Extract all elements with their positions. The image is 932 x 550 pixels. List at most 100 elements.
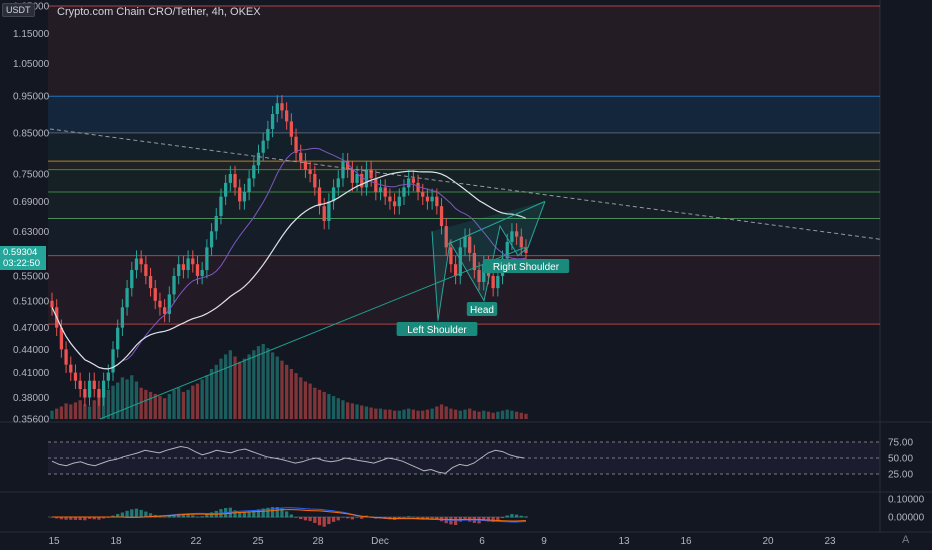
macd-bar [78, 517, 82, 521]
macd-bar [449, 517, 453, 525]
volume-bar [228, 350, 232, 419]
volume-bar [416, 410, 420, 419]
macd-bar [162, 516, 167, 518]
volume-group [50, 344, 528, 419]
time-tick-label: 16 [680, 536, 692, 547]
volume-bar [261, 344, 265, 419]
price-tick-label: 0.55000 [13, 271, 50, 282]
candle-body [69, 364, 73, 373]
macd-bar [280, 508, 284, 518]
macd-bar [83, 517, 87, 521]
candle-body [200, 270, 204, 276]
macd-bar [261, 508, 265, 518]
time-tick-label: Dec [371, 536, 389, 547]
candle-body [369, 169, 373, 179]
volume-bar [111, 385, 115, 419]
candle-body [449, 247, 453, 265]
volume-bar [449, 408, 453, 419]
macd-bar [270, 507, 275, 518]
volume-bar [172, 389, 176, 419]
volume-bar [346, 402, 350, 419]
volume-bar [486, 411, 491, 419]
candle-body [64, 349, 68, 365]
price-tick-label: 0.51000 [13, 296, 50, 307]
volume-bar [125, 379, 129, 419]
volume-bar [402, 409, 406, 419]
volume-bar [59, 406, 64, 419]
candle-body [177, 264, 181, 276]
candle-body [374, 178, 378, 192]
macd-bar [317, 517, 322, 526]
macd-bar [120, 512, 125, 518]
candle-body [275, 103, 279, 115]
macd-bar [322, 517, 326, 527]
macd-bar [275, 507, 279, 518]
volume-bar [477, 411, 481, 419]
macd-bar [247, 511, 251, 518]
volume-bar [97, 396, 101, 419]
volume-bar [55, 408, 59, 419]
candle-body [289, 121, 293, 137]
macd-bar [486, 517, 491, 522]
volume-bar [139, 387, 143, 419]
candle-body [327, 201, 331, 222]
volume-bar [233, 356, 237, 419]
macd-histogram [50, 507, 528, 527]
volume-bar [411, 409, 416, 419]
level-zone-0 [48, 6, 880, 97]
volume-bar [496, 411, 500, 419]
volume-bar [130, 375, 134, 419]
volume-bar [162, 398, 167, 419]
macd-bar [463, 517, 467, 521]
candle-body [139, 258, 143, 265]
volume-bar [392, 410, 397, 419]
volume-bar [364, 406, 369, 419]
candle-body [364, 169, 369, 188]
price-tick-label: 0.44000 [13, 345, 50, 356]
macd-bar [421, 517, 425, 519]
time-tick-label: 28 [312, 536, 324, 547]
volume-bar [524, 413, 528, 419]
macd-bar [411, 516, 416, 518]
volume-bar [195, 383, 200, 419]
time-tick-label: 13 [618, 536, 630, 547]
level-zone-2 [48, 132, 880, 162]
macd-bar [327, 517, 331, 525]
candle-body [238, 187, 242, 202]
rsi-line [51, 445, 525, 474]
time-tick-label: 23 [824, 536, 836, 547]
price-tick-label: 0.63000 [13, 227, 50, 238]
volume-bar [181, 391, 186, 419]
volume-bar [148, 391, 153, 419]
price-tick-label: 0.35600 [13, 415, 50, 426]
moving-average-fast-line [51, 147, 527, 370]
candle-body [308, 169, 312, 174]
macd-bar [266, 507, 270, 518]
candle-body [346, 161, 350, 170]
level-zone-3 [48, 161, 880, 170]
candle-body [472, 252, 477, 271]
volume-bar [158, 396, 162, 419]
candle-body [158, 300, 162, 308]
volume-bar [242, 358, 247, 419]
candle-body [144, 264, 148, 276]
volume-bar [50, 410, 54, 419]
candle-body [252, 165, 256, 179]
candle-body [407, 178, 411, 188]
volume-bar [397, 410, 401, 419]
candle-body [214, 216, 218, 232]
volume-bar [69, 404, 73, 419]
time-tick-label: 22 [190, 536, 202, 547]
candle-body [505, 241, 509, 259]
macd-bar [69, 517, 73, 520]
macd-bar [116, 514, 120, 518]
macd-bar [158, 515, 162, 518]
macd-bar [407, 516, 411, 518]
macd-bar [514, 514, 519, 518]
candle-body [350, 169, 354, 183]
candle-body [247, 178, 251, 192]
volume-bar [341, 400, 345, 419]
candle-body [435, 196, 439, 207]
macd-bar [294, 517, 298, 518]
macd-bar [256, 509, 261, 518]
